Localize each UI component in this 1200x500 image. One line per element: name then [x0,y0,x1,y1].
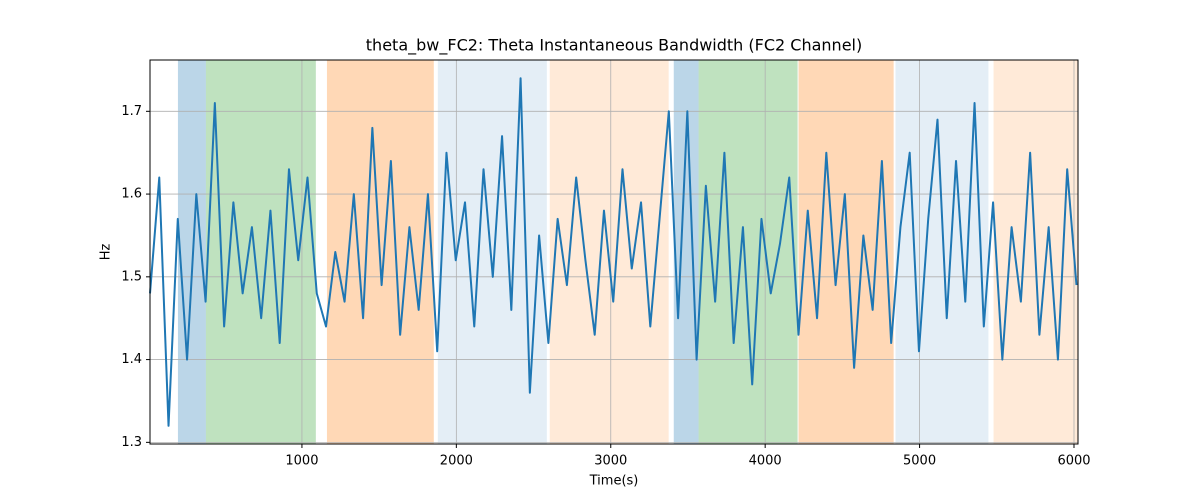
y-tick-label: 1.6 [121,187,142,202]
x-tick-label: 5000 [903,454,936,469]
x-tick-label: 4000 [749,454,782,469]
x-axis-label: Time(s) [589,474,639,489]
data-line [149,77,1078,427]
x-tick-label: 3000 [594,454,627,469]
x-tick-label: 6000 [1057,454,1090,469]
x-tick-label: 2000 [440,454,473,469]
shaded-span [549,60,669,444]
y-tick-label: 1.5 [121,269,142,284]
shaded-span [698,60,798,444]
shaded-span [798,60,894,444]
y-axis-label: Hz [99,244,114,261]
y-tick-label: 1.3 [121,435,142,450]
y-tick-label: 1.4 [121,352,142,367]
x-tick-label: 1000 [285,454,318,469]
y-tick-label: 1.7 [121,104,142,119]
chart-title: theta_bw_FC2: Theta Instantaneous Bandwi… [366,36,862,56]
plot-frame [149,59,1079,445]
